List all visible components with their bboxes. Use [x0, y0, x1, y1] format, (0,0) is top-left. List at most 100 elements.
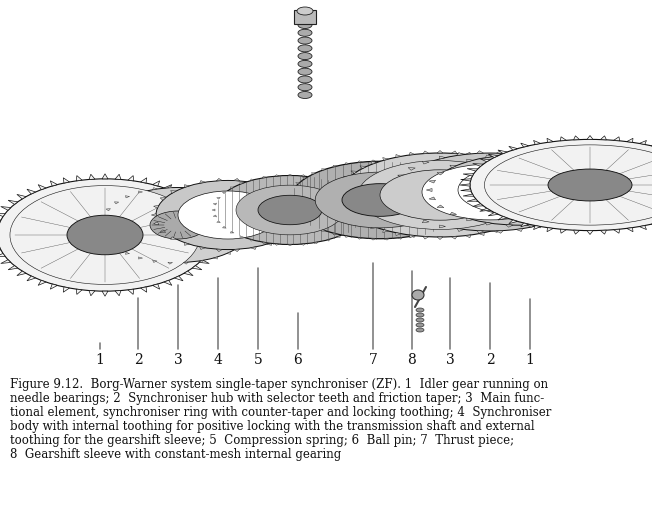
Polygon shape	[640, 141, 647, 144]
Polygon shape	[560, 137, 566, 141]
Polygon shape	[627, 139, 633, 142]
Polygon shape	[334, 194, 340, 196]
Polygon shape	[325, 239, 329, 241]
Polygon shape	[288, 174, 292, 176]
Polygon shape	[548, 222, 555, 225]
Polygon shape	[620, 168, 625, 170]
Polygon shape	[467, 199, 478, 201]
Polygon shape	[346, 187, 349, 188]
Polygon shape	[106, 209, 110, 211]
Polygon shape	[250, 179, 254, 181]
Ellipse shape	[458, 165, 582, 215]
Polygon shape	[216, 179, 222, 181]
Polygon shape	[529, 177, 537, 179]
Polygon shape	[312, 173, 316, 175]
Polygon shape	[600, 230, 606, 234]
Polygon shape	[360, 221, 363, 223]
Polygon shape	[183, 186, 188, 188]
Polygon shape	[437, 237, 443, 239]
Text: 3: 3	[173, 353, 183, 367]
Polygon shape	[512, 215, 516, 217]
Polygon shape	[370, 226, 377, 229]
Polygon shape	[460, 189, 471, 191]
Polygon shape	[614, 229, 619, 233]
Polygon shape	[437, 173, 444, 175]
Polygon shape	[168, 186, 173, 188]
Text: 2: 2	[486, 353, 494, 367]
Polygon shape	[637, 187, 641, 189]
Polygon shape	[477, 200, 481, 202]
Polygon shape	[575, 175, 582, 178]
Polygon shape	[467, 168, 478, 171]
Ellipse shape	[150, 211, 206, 239]
Polygon shape	[344, 211, 350, 214]
Polygon shape	[548, 155, 555, 158]
Polygon shape	[346, 231, 349, 233]
Polygon shape	[274, 244, 279, 245]
Polygon shape	[290, 198, 296, 200]
Polygon shape	[477, 151, 484, 153]
Polygon shape	[138, 191, 143, 193]
Text: tional element, synchroniser ring with counter-taper and locking toothing; 4  Sy: tional element, synchroniser ring with c…	[10, 406, 552, 419]
Polygon shape	[1, 260, 11, 264]
Polygon shape	[509, 220, 518, 224]
Polygon shape	[396, 154, 401, 157]
Text: 1: 1	[526, 353, 535, 367]
Polygon shape	[437, 150, 443, 153]
Polygon shape	[360, 197, 363, 199]
Polygon shape	[63, 178, 70, 183]
Polygon shape	[466, 152, 471, 155]
Polygon shape	[473, 204, 483, 207]
Polygon shape	[358, 161, 363, 163]
Polygon shape	[479, 233, 484, 235]
Polygon shape	[280, 191, 286, 193]
Polygon shape	[183, 262, 188, 264]
Polygon shape	[250, 239, 254, 241]
Polygon shape	[301, 244, 305, 245]
Polygon shape	[101, 216, 105, 218]
Polygon shape	[469, 193, 473, 195]
Text: 8  Gearshift sleeve with constant-mesh internal gearing: 8 Gearshift sleeve with constant-mesh in…	[10, 448, 341, 461]
Polygon shape	[212, 227, 222, 230]
Polygon shape	[160, 198, 166, 200]
Polygon shape	[345, 163, 349, 164]
Polygon shape	[246, 239, 250, 242]
Text: 5: 5	[254, 353, 262, 367]
Polygon shape	[295, 216, 300, 218]
Polygon shape	[250, 181, 256, 183]
Polygon shape	[106, 239, 110, 242]
Ellipse shape	[297, 7, 313, 15]
Text: body with internal toothing for positive locking with the transmission shaft and: body with internal toothing for positive…	[10, 420, 535, 433]
Polygon shape	[497, 211, 502, 213]
Polygon shape	[344, 177, 350, 179]
Polygon shape	[63, 287, 70, 292]
Polygon shape	[509, 146, 518, 150]
Polygon shape	[128, 289, 134, 295]
Polygon shape	[351, 217, 357, 219]
Polygon shape	[608, 163, 613, 165]
Polygon shape	[303, 177, 307, 179]
Polygon shape	[582, 199, 589, 201]
Polygon shape	[497, 163, 502, 165]
Polygon shape	[17, 194, 26, 199]
Polygon shape	[629, 174, 634, 176]
Polygon shape	[596, 173, 603, 175]
Polygon shape	[216, 221, 220, 223]
Polygon shape	[99, 224, 103, 226]
Polygon shape	[351, 171, 357, 174]
Polygon shape	[291, 211, 295, 212]
Ellipse shape	[416, 308, 424, 312]
Polygon shape	[503, 226, 509, 229]
Polygon shape	[288, 205, 291, 207]
Polygon shape	[398, 161, 402, 163]
Polygon shape	[527, 218, 532, 220]
Polygon shape	[213, 203, 216, 205]
Polygon shape	[200, 247, 205, 249]
Polygon shape	[535, 205, 542, 208]
Polygon shape	[547, 228, 554, 232]
Polygon shape	[212, 241, 222, 243]
Polygon shape	[38, 184, 46, 190]
Polygon shape	[213, 233, 223, 236]
Polygon shape	[363, 203, 367, 205]
Polygon shape	[153, 187, 157, 190]
